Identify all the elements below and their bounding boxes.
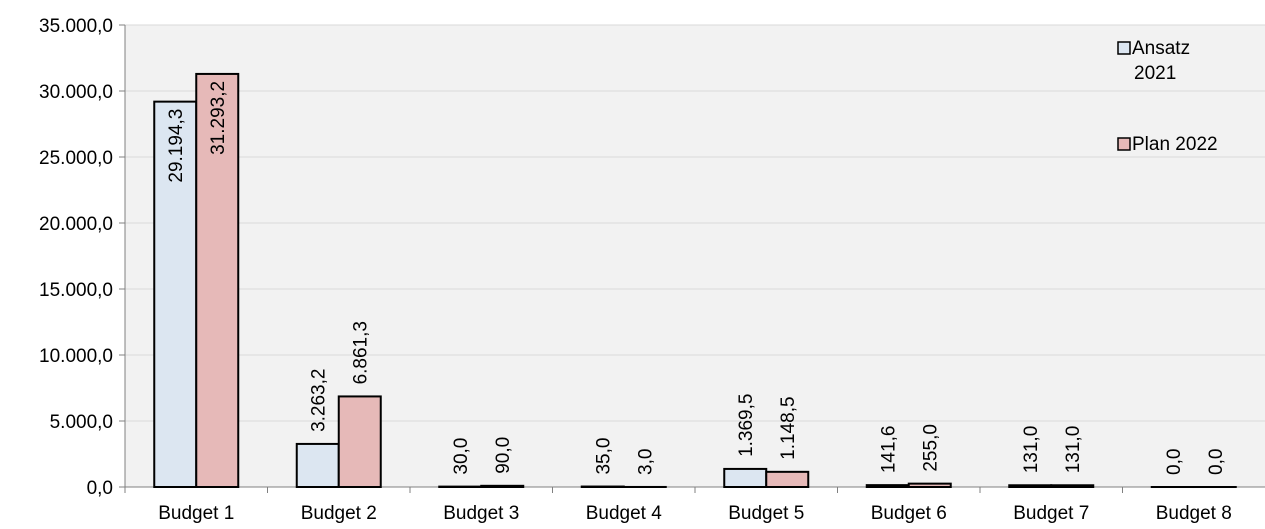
plot-area — [125, 25, 1265, 487]
data-label: 29.194,3 — [166, 109, 187, 183]
data-label: 131,0 — [1021, 426, 1042, 474]
bar-ansatz-2021 — [867, 485, 909, 487]
x-category-label: Budget 6 — [871, 503, 947, 524]
y-tick-label: 0,0 — [87, 478, 113, 499]
bar-ansatz-2021 — [724, 469, 766, 487]
data-label: 0,0 — [1164, 449, 1185, 475]
data-label: 1.369,5 — [736, 394, 757, 457]
data-label: 1.148,5 — [778, 396, 799, 459]
legend-label: 2021 — [1134, 63, 1176, 84]
data-label: 141,6 — [879, 426, 900, 474]
x-category-label: Budget 5 — [728, 503, 804, 524]
bar-plan-2022 — [909, 484, 951, 487]
x-category-label: Budget 8 — [1156, 503, 1232, 524]
y-tick-label: 35.000,0 — [39, 16, 113, 37]
legend-label: Plan 2022 — [1132, 134, 1218, 155]
y-tick-label: 10.000,0 — [39, 346, 113, 367]
x-category-label: Budget 3 — [443, 503, 519, 524]
legend-label: Ansatz — [1132, 38, 1190, 59]
data-label: 255,0 — [921, 424, 942, 472]
x-category-label: Budget 1 — [158, 503, 234, 524]
y-tick-label: 30.000,0 — [39, 82, 113, 103]
bar-ansatz-2021 — [1009, 485, 1051, 487]
y-tick-label: 5.000,0 — [50, 412, 113, 433]
data-label: 30,0 — [451, 438, 472, 475]
x-category-label: Budget 4 — [586, 503, 662, 524]
y-tick-label: 20.000,0 — [39, 214, 113, 235]
data-label: 90,0 — [493, 437, 514, 474]
data-label: 131,0 — [1063, 426, 1084, 474]
bar-plan-2022 — [481, 486, 523, 487]
data-label: 35,0 — [594, 438, 615, 475]
bar-plan-2022 — [1051, 485, 1093, 487]
bar-plan-2022 — [766, 472, 808, 487]
data-label: 3.263,2 — [309, 369, 330, 432]
bar-plan-2022 — [339, 396, 381, 487]
x-category-label: Budget 2 — [301, 503, 377, 524]
legend-swatch-plan-2022 — [1118, 138, 1130, 150]
legend-swatch-ansatz-2021 — [1118, 42, 1130, 54]
y-tick-label: 15.000,0 — [39, 280, 113, 301]
x-category-label: Budget 7 — [1013, 503, 1089, 524]
y-tick-label: 25.000,0 — [39, 148, 113, 169]
data-label: 3,0 — [636, 449, 657, 475]
data-label: 6.861,3 — [351, 321, 372, 384]
data-label: 31.293,2 — [208, 81, 229, 155]
data-label: 0,0 — [1206, 449, 1227, 475]
bar-ansatz-2021 — [297, 444, 339, 487]
